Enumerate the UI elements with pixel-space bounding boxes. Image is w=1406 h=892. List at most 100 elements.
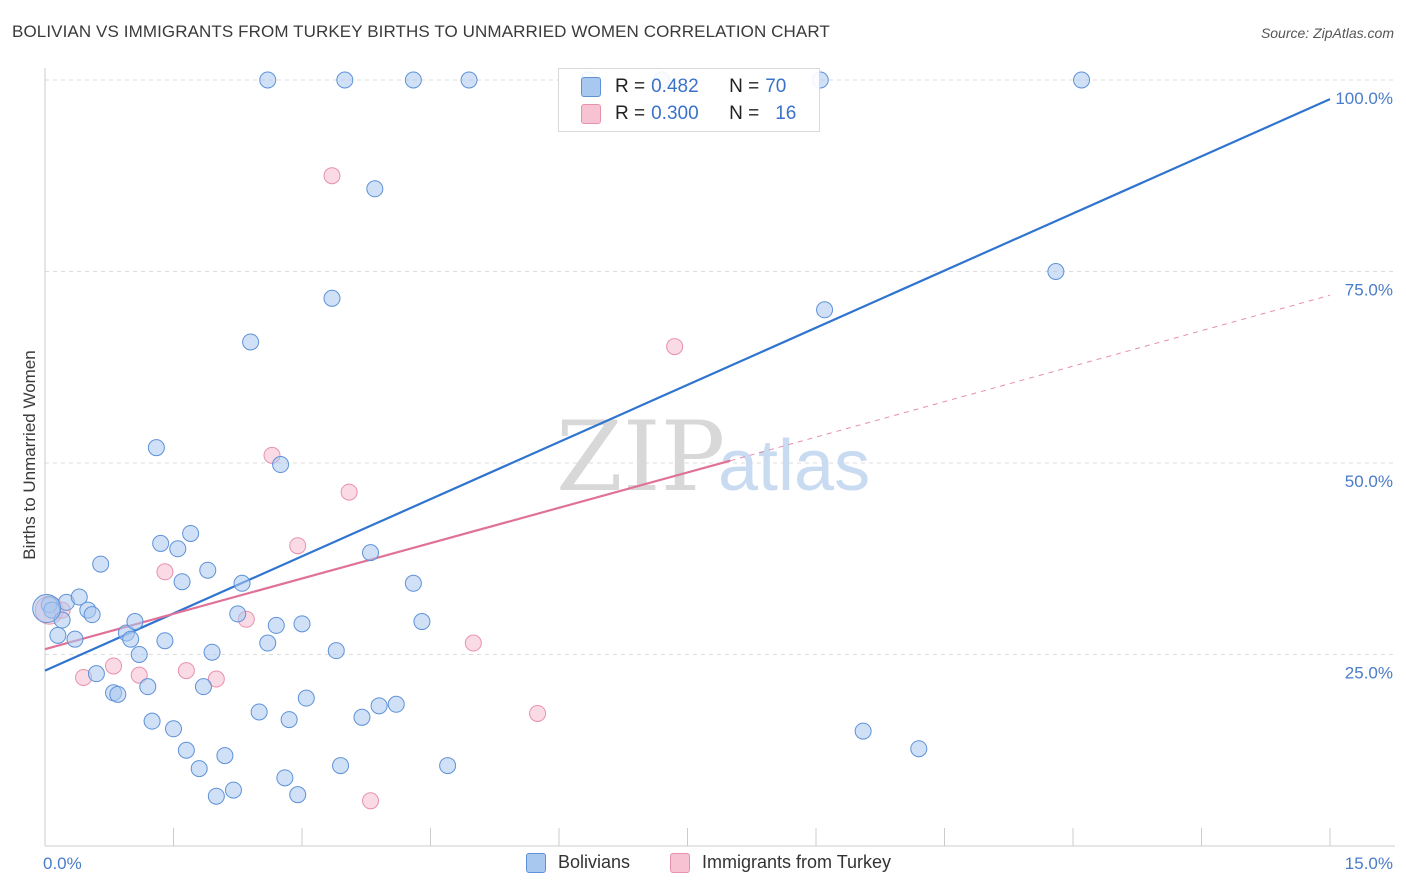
- data-point-bolivians: [370, 697, 388, 715]
- r-label: R =: [615, 76, 646, 97]
- data-point-bolivians: [353, 708, 371, 726]
- data-point-bolivians: [203, 643, 221, 661]
- data-point-bolivians: [109, 685, 127, 703]
- data-point-bolivians: [182, 524, 200, 542]
- data-point-bolivians: [289, 786, 307, 804]
- x-tick-label: 0.0%: [43, 854, 82, 873]
- legend-label: Bolivians: [558, 852, 631, 872]
- data-point-bolivians: [323, 289, 341, 307]
- data-point-turkey: [177, 662, 195, 680]
- series-legend: Bolivians Immigrants from Turkey: [0, 852, 1406, 878]
- data-point-bolivians: [139, 678, 157, 696]
- data-point-bolivians: [1047, 263, 1065, 280]
- data-point-bolivians: [293, 615, 311, 633]
- n-value: 70: [765, 76, 787, 97]
- data-point-bolivians: [169, 540, 187, 558]
- y-tick-label: 75.0%: [1345, 281, 1393, 300]
- data-point-bolivians: [122, 630, 140, 648]
- legend-item-bolivians[interactable]: Bolivians: [526, 852, 630, 873]
- y-tick-label: 25.0%: [1345, 664, 1393, 683]
- data-point-bolivians: [272, 456, 290, 474]
- data-point-bolivians: [147, 439, 165, 457]
- y-tick-label: 50.0%: [1345, 472, 1393, 491]
- trend-line-turkey: [44, 459, 731, 651]
- y-tick-label: 100.0%: [1335, 89, 1393, 108]
- data-point-bolivians: [362, 544, 380, 562]
- source-label: Source: ZipAtlas.com: [1260, 25, 1394, 41]
- stats-legend-row-turkey: R = 0.300 N = 16: [581, 101, 796, 127]
- data-point-bolivians: [404, 71, 422, 89]
- data-point-bolivians: [224, 781, 242, 799]
- data-point-bolivians: [280, 711, 298, 729]
- data-point-bolivians: [250, 703, 268, 721]
- legend-label: Immigrants from Turkey: [702, 852, 892, 872]
- legend-swatch-blue: [526, 852, 546, 873]
- data-point-turkey: [289, 537, 307, 555]
- data-point-bolivians: [156, 632, 174, 650]
- data-point-bolivians: [366, 180, 384, 198]
- data-point-bolivians: [854, 722, 872, 740]
- watermark: ZIP atlas: [556, 401, 870, 513]
- data-point-bolivians: [87, 665, 105, 683]
- stats-legend-row-bolivians: R = 0.482 N = 70: [581, 74, 786, 100]
- data-point-bolivians: [152, 534, 170, 552]
- x-tick-label: 15.0%: [1345, 854, 1393, 873]
- data-point-turkey: [666, 338, 684, 356]
- r-label: R =: [615, 103, 646, 124]
- data-point-bolivians: [242, 333, 260, 351]
- trend-line-turkey-extension: [730, 294, 1331, 462]
- data-point-bolivians: [190, 760, 208, 778]
- data-point-bolivians: [336, 71, 354, 89]
- chart-title: BOLIVIAN VS IMMIGRANTS FROM TURKEY BIRTH…: [12, 22, 830, 41]
- n-label: N =: [729, 76, 760, 97]
- legend-swatch-pink: [670, 852, 690, 873]
- data-point-bolivians: [816, 301, 834, 319]
- data-point-bolivians: [267, 616, 285, 634]
- data-point-bolivians: [413, 613, 431, 631]
- legend-item-turkey[interactable]: Immigrants from Turkey: [670, 852, 891, 873]
- tick-labels: 100.0% 75.0% 50.0% 25.0% 0.0% 15.0%: [43, 89, 1393, 873]
- data-point-bolivians: [92, 555, 110, 573]
- data-point-turkey: [362, 792, 380, 810]
- data-point-bolivians: [332, 757, 350, 775]
- r-value: 0.300: [651, 103, 699, 124]
- data-point-bolivians: [199, 561, 217, 579]
- data-point-bolivians: [70, 588, 88, 606]
- data-point-bolivians: [49, 626, 67, 644]
- data-point-turkey: [105, 657, 123, 675]
- data-point-bolivians: [165, 720, 182, 738]
- trend-lines: [44, 98, 1331, 672]
- watermark-zip: ZIP: [556, 401, 725, 513]
- data-point-bolivians: [1073, 71, 1091, 89]
- data-point-bolivians: [143, 712, 161, 730]
- data-point-bolivians: [460, 71, 478, 89]
- trend-line-bolivians: [44, 98, 1331, 672]
- data-point-bolivians: [404, 574, 422, 592]
- data-point-bolivians: [259, 71, 277, 89]
- data-point-bolivians: [439, 757, 457, 775]
- data-point-bolivians: [229, 605, 247, 623]
- r-value: 0.482: [651, 76, 699, 97]
- stats-legend: R = 0.482 N = 70 R = 0.300 N = 16: [558, 68, 820, 132]
- data-point-bolivians: [130, 646, 148, 663]
- data-point-turkey: [529, 704, 547, 722]
- gridlines: [45, 79, 1395, 655]
- data-point-bolivians: [32, 594, 62, 624]
- data-point-bolivians: [173, 573, 191, 591]
- data-point-bolivians: [194, 678, 212, 696]
- series-bolivians-points: [32, 71, 1091, 805]
- data-point-turkey: [130, 666, 148, 684]
- data-point-bolivians: [126, 613, 144, 631]
- data-point-bolivians: [233, 574, 251, 592]
- data-point-bolivians: [327, 642, 345, 660]
- n-label: N =: [729, 103, 760, 124]
- data-point-bolivians: [216, 747, 234, 765]
- data-point-bolivians: [387, 695, 405, 713]
- legend-swatch-blue: [581, 77, 601, 97]
- data-point-turkey: [156, 563, 174, 581]
- axes: [44, 68, 1395, 847]
- data-point-bolivians: [910, 740, 928, 758]
- y-axis-label: Births to Unmarried Women: [20, 350, 39, 559]
- data-point-bolivians: [297, 689, 315, 707]
